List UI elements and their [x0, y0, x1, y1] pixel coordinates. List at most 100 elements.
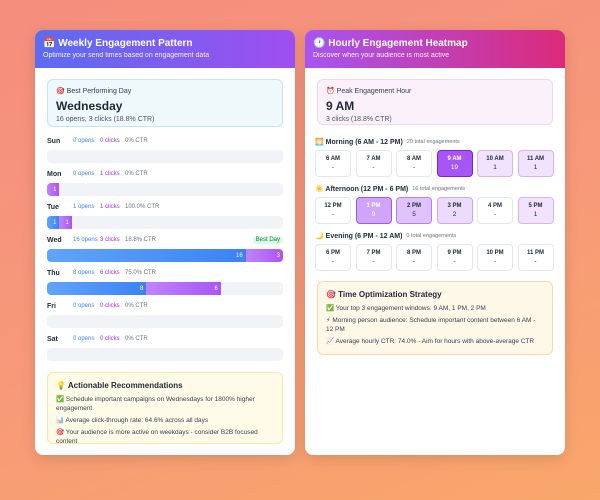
day-row: Wed 16 opens 3 clicks 18.8% CTR Best Day 16 3 — [47, 234, 283, 267]
card-subtitle: Discover when your audience is most acti… — [313, 52, 450, 59]
day-name: Mon — [47, 170, 62, 178]
hour-value: - — [493, 211, 497, 218]
days-list: Sun 0 opens 0 clicks 0% CTR Mon 0 opens 1 clic… — [47, 135, 283, 366]
hour-label: 1 PM — [366, 203, 381, 209]
card-title: 🕐 Hourly Engagement Heatmap — [313, 38, 468, 49]
section-head: ☀️ Afternoon (12 PM - 6 PM) 16 total enga… — [315, 182, 555, 195]
ctr: 75.0% CTR — [125, 270, 157, 276]
bar-label: 8 — [140, 285, 144, 292]
hour-cell: 11 AM 1 — [517, 150, 554, 177]
clicks: 6 clicks — [100, 270, 120, 276]
hour-cell: 7 PM - — [355, 244, 392, 271]
card-subtitle: Optimize your send times based on engage… — [43, 52, 210, 59]
clicks-bar: 1 — [47, 183, 60, 196]
clicks-bar: 1 — [59, 216, 72, 229]
hour-cell: 6 PM - — [315, 244, 351, 271]
opens: 8 opens — [73, 270, 95, 276]
hour-value: - — [372, 164, 375, 171]
ctr: 0% CTR — [125, 171, 148, 177]
ctr: 0% CTR — [125, 303, 148, 309]
hour-cell: 1 PM 9 — [355, 197, 392, 224]
opens: 0 opens — [73, 336, 95, 342]
bar-track: 1 — [47, 183, 283, 196]
hour-cell: 9 AM 19 — [436, 150, 473, 177]
hour-label: 8 PM — [406, 250, 421, 256]
day-row: Sat 0 opens 0 clicks 0% CTR — [47, 333, 283, 366]
section-head: 🌙 Evening (6 PM - 12 AM) 0 total engageme… — [315, 229, 555, 242]
clicks: 0 clicks — [100, 138, 120, 144]
hour-cell: 12 PM - — [315, 197, 351, 224]
rec-title: 💡 Actionable Recommendations — [56, 381, 183, 390]
day-head: Mon 0 opens 1 clicks 0% CTR — [47, 168, 283, 180]
hour-value: - — [331, 258, 335, 265]
bar-label: 1 — [65, 219, 69, 226]
strategy: 🎯 Time Optimization Strategy ✅ Your top … — [317, 281, 553, 355]
hour-value: - — [372, 258, 375, 265]
hour-label: 6 AM — [325, 156, 341, 162]
bar-track: 16 3 — [47, 249, 283, 262]
card-header: 📅 Weekly Engagement Pattern Optimize you… — [35, 30, 295, 68]
hour-label: 2 PM — [406, 203, 421, 209]
hour-label: 3 PM — [447, 203, 462, 209]
day-head: Sun 0 opens 0 clicks 0% CTR — [47, 135, 283, 147]
bar-label: 1 — [53, 186, 57, 193]
bar-label: 16 — [236, 252, 243, 259]
strategy-item: ✅ Your top 3 engagement windows: 9 AM, 1… — [326, 305, 486, 312]
heatmap: 🌅 Morning (6 AM - 12 PM) 20 total engagem… — [315, 135, 555, 276]
section-total: 20 total engagements — [406, 138, 460, 145]
clicks: 0 clicks — [100, 336, 120, 342]
hour-cell: 8 AM - — [396, 150, 432, 177]
opens: 16 opens — [73, 237, 98, 243]
section-label: 🌅 Morning (6 AM - 12 PM) — [315, 138, 403, 146]
opens: 0 opens — [73, 303, 95, 309]
cells: 12 PM - 1 PM 9 2 PM 5 3 PM 2 4 PM - 5 PM 1 — [315, 197, 555, 224]
hour-value: - — [453, 258, 456, 265]
hour-label: 6 PM — [325, 250, 340, 256]
strategy-item: 📈 Average hourly CTR: 74.0% - Aim for ho… — [326, 338, 535, 345]
hour-value: - — [331, 211, 335, 218]
peak-detail: 3 clicks (18.8% CTR) — [326, 116, 392, 123]
badge: Best Day — [252, 236, 283, 244]
ctr: 100.0% CTR — [125, 204, 160, 210]
hour-value: 1 — [533, 164, 538, 171]
hour-cell: 10 PM - — [477, 244, 513, 271]
hourly-card: 🕐 Hourly Engagement Heatmap Discover whe… — [305, 30, 565, 455]
time-section: ☀️ Afternoon (12 PM - 6 PM) 16 total enga… — [315, 182, 555, 229]
opens: 0 opens — [73, 171, 95, 177]
clicks: 0 clicks — [100, 303, 120, 309]
hour-value: - — [412, 258, 416, 265]
opens: 1 opens — [73, 204, 95, 210]
hour-cell: 7 AM - — [355, 150, 392, 177]
strategy-title: 🎯 Time Optimization Strategy — [326, 290, 442, 299]
hour-label: 5 PM — [528, 203, 543, 209]
cells: 6 PM - 7 PM - 8 PM - 9 PM - 10 PM - 11 PM - — [315, 244, 555, 271]
peak-label: ⏰ Peak Engagement Hour — [326, 88, 412, 95]
hour-label: 11 AM — [526, 156, 545, 162]
day-row: Mon 0 opens 1 clicks 0% CTR 1 — [47, 168, 283, 201]
peak-value: 9 AM — [326, 99, 355, 113]
hour-value: - — [412, 164, 416, 171]
hour-value: - — [534, 258, 537, 265]
ctr: 18.8% CTR — [125, 237, 157, 243]
bar-label: 1 — [53, 219, 57, 226]
day-name: Fri — [47, 302, 56, 310]
hour-cell: 3 PM 2 — [436, 197, 473, 224]
hour-cell: 10 AM 1 — [477, 150, 513, 177]
opens-bar: 16 — [47, 249, 246, 262]
section-head: 🌅 Morning (6 AM - 12 PM) 20 total engagem… — [315, 135, 555, 148]
hour-cell: 11 PM - — [517, 244, 554, 271]
opens: 0 opens — [73, 138, 95, 144]
bar-track — [47, 150, 283, 163]
section-label: 🌙 Evening (6 PM - 12 AM) — [315, 232, 403, 240]
hour-label: 10 AM — [486, 156, 504, 162]
day-name: Wed — [47, 236, 62, 244]
bar-label: 3 — [276, 252, 280, 259]
hour-cell: 2 PM 5 — [396, 197, 432, 224]
section-total: 16 total engagements — [412, 185, 466, 192]
hour-value: 5 — [412, 211, 416, 218]
opens-bar: 8 — [47, 282, 147, 295]
bar-label: 6 — [214, 285, 218, 292]
